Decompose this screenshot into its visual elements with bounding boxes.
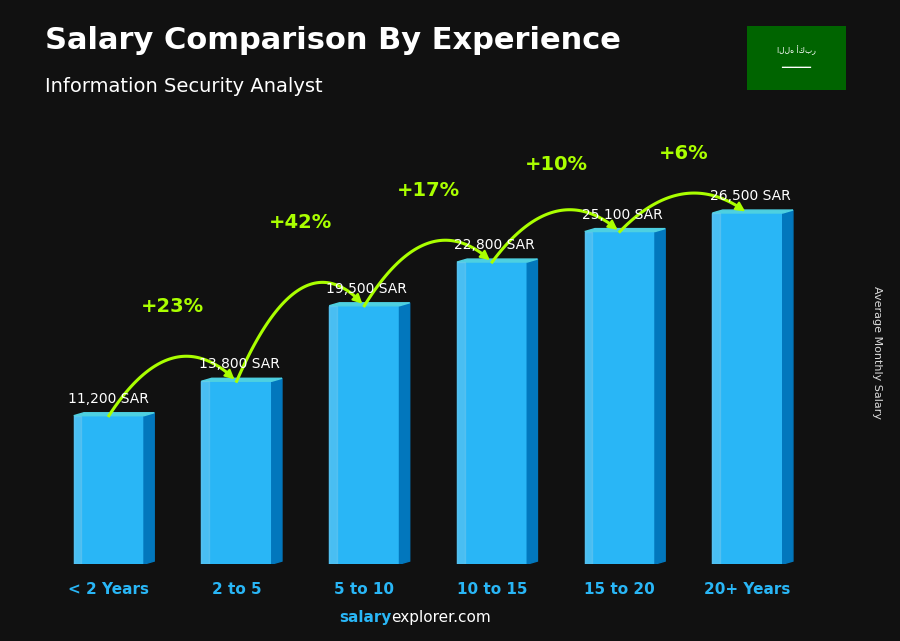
Polygon shape [202,378,282,381]
Polygon shape [585,231,592,564]
Polygon shape [144,413,154,564]
Polygon shape [329,303,410,306]
Text: 11,200 SAR: 11,200 SAR [68,392,149,406]
Text: 19,500 SAR: 19,500 SAR [327,282,408,296]
Text: Average Monthly Salary: Average Monthly Salary [872,286,883,419]
Polygon shape [202,381,209,564]
Text: 2 to 5: 2 to 5 [212,582,261,597]
Polygon shape [329,306,400,564]
Polygon shape [713,213,720,564]
Text: Information Security Analyst: Information Security Analyst [45,77,322,96]
Text: 20+ Years: 20+ Years [705,582,791,597]
Polygon shape [457,262,527,564]
Text: 25,100 SAR: 25,100 SAR [582,208,662,222]
Text: < 2 Years: < 2 Years [68,582,149,597]
Polygon shape [713,213,783,564]
Text: explorer.com: explorer.com [392,610,491,625]
Text: Salary Comparison By Experience: Salary Comparison By Experience [45,26,621,54]
Polygon shape [74,413,154,416]
Polygon shape [457,262,464,564]
Polygon shape [585,229,665,231]
Text: salary: salary [339,610,392,625]
Text: 5 to 10: 5 to 10 [335,582,394,597]
Polygon shape [585,231,655,564]
Polygon shape [400,303,410,564]
Text: ━━━━━━: ━━━━━━ [781,63,812,72]
Polygon shape [272,378,282,564]
Text: +6%: +6% [659,144,708,163]
Text: الله أكبر: الله أكبر [777,45,816,55]
Polygon shape [783,210,793,564]
Polygon shape [655,229,665,564]
Text: +23%: +23% [141,297,204,315]
Polygon shape [457,259,537,262]
Text: +42%: +42% [269,213,332,232]
Text: +17%: +17% [397,181,460,201]
Text: 15 to 20: 15 to 20 [584,582,655,597]
Polygon shape [329,306,337,564]
Text: 10 to 15: 10 to 15 [457,582,527,597]
Text: 22,800 SAR: 22,800 SAR [454,238,535,252]
Polygon shape [527,259,537,564]
Polygon shape [713,210,793,213]
Polygon shape [74,416,144,564]
Polygon shape [202,381,272,564]
Polygon shape [74,416,81,564]
Text: 13,800 SAR: 13,800 SAR [199,357,280,371]
Text: +10%: +10% [525,155,588,174]
Text: 26,500 SAR: 26,500 SAR [710,189,790,203]
